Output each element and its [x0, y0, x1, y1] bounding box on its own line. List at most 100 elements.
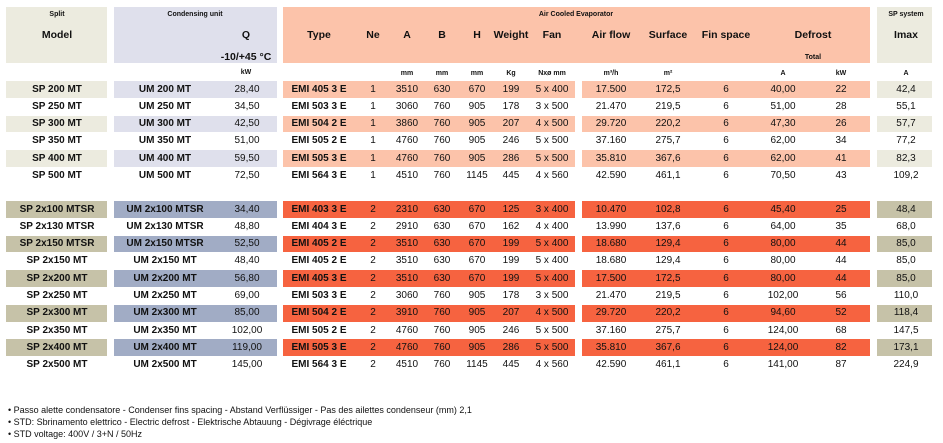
cell-defrost-kw: 41 [835, 152, 847, 164]
cell-model: SP 2x250 MT [26, 290, 88, 301]
split-group-label: Split [49, 11, 65, 18]
cell-fin-space: 6 [723, 203, 729, 215]
row-highlight [877, 270, 932, 287]
cell-defrost-kw: 52 [835, 307, 847, 319]
cell-type: EMI 503 3 E [291, 290, 347, 301]
cell-fin-space: 6 [723, 272, 729, 284]
cell-q: 34,40 [234, 203, 260, 215]
cell-defrost-kw: 28 [835, 100, 847, 112]
q-condition: -10/+45 °C [220, 51, 272, 63]
cell-weight: 199 [502, 255, 520, 267]
cell-b: 760 [433, 100, 451, 112]
cell-defrost-kw: 44 [835, 255, 847, 267]
cell-fan: 4 x 560 [535, 359, 569, 371]
cell-condensing-unit: UM 2x130 MTSR [126, 220, 204, 232]
ne-header: Ne [366, 29, 380, 41]
cell-type: EMI 405 3 E [291, 272, 347, 284]
cell-defrost-kw: 44 [835, 238, 847, 250]
cell-defrost-a: 80,00 [770, 272, 796, 284]
cell-defrost-a: 47,30 [770, 118, 796, 130]
row-highlight [6, 150, 107, 167]
cell-condensing-unit: UM 250 MT [138, 100, 192, 112]
fin-space-header: Fin space [701, 29, 751, 41]
row-highlight [114, 115, 277, 133]
cell-surface: 102,8 [655, 203, 681, 215]
cell-q: 34,50 [234, 100, 260, 112]
cell-surface: 275,7 [655, 324, 681, 336]
cell-weight: 445 [502, 170, 520, 181]
row-highlight [877, 81, 932, 98]
cell-weight: 246 [502, 135, 520, 147]
cell-defrost-a: 94,60 [770, 307, 796, 319]
row-highlight [114, 81, 277, 98]
cell-condensing-unit: UM 2x400 MT [133, 341, 197, 353]
cell-air-flow: 37.160 [595, 324, 627, 336]
cell-q: 85,00 [234, 307, 260, 319]
cell-defrost-kw: 35 [835, 220, 847, 232]
cell-imax: 147,5 [893, 324, 919, 336]
cell-a: 3860 [395, 118, 419, 130]
row-highlight [283, 304, 575, 322]
row-highlight [114, 304, 277, 322]
cell-model: SP 2x130 MTSR [19, 220, 95, 232]
cell-air-flow: 17.500 [595, 83, 627, 95]
cell-defrost-a: 124,00 [767, 324, 799, 336]
cell-b: 760 [433, 359, 451, 371]
cell-surface: 220,2 [655, 307, 681, 319]
cell-h: 670 [468, 220, 486, 232]
cell-fin-space: 6 [723, 238, 729, 250]
cell-defrost-kw: 44 [835, 272, 847, 284]
cell-model: SP 2x500 MT [26, 359, 88, 371]
cell-a: 2310 [395, 203, 419, 215]
row-highlight [283, 201, 575, 218]
cell-h: 1145 [466, 359, 488, 371]
cell-fin-space: 6 [723, 359, 729, 371]
cell-imax: 77,2 [896, 135, 916, 147]
cell-weight: 162 [502, 220, 520, 232]
cell-imax: 109,2 [893, 170, 919, 181]
cell-fin-space: 6 [723, 307, 729, 319]
cell-b: 630 [433, 238, 451, 250]
cell-type: EMI 505 2 E [291, 324, 347, 336]
row-highlight [582, 339, 870, 357]
cell-type: EMI 503 3 E [291, 100, 347, 112]
row-highlight [877, 150, 932, 167]
cell-fan: 5 x 500 [535, 341, 569, 353]
row-highlight [6, 270, 107, 287]
cell-b: 630 [433, 203, 451, 215]
cell-b: 760 [433, 118, 451, 130]
cell-weight: 199 [502, 272, 520, 284]
unit-imax: A [903, 70, 909, 77]
cell-a: 3060 [395, 290, 419, 301]
row-highlight [114, 339, 277, 357]
cell-type: EMI 564 3 E [291, 359, 347, 371]
cell-weight: 286 [502, 152, 520, 164]
cell-defrost-a: 124,00 [767, 341, 799, 353]
cell-fan: 3 x 500 [535, 100, 569, 112]
cell-type: EMI 505 3 E [291, 152, 347, 164]
condensing-header-bg [114, 7, 277, 63]
cell-b: 760 [433, 152, 451, 164]
cell-weight: 207 [502, 118, 520, 130]
cell-h: 670 [468, 255, 486, 267]
cell-fin-space: 6 [723, 83, 729, 95]
cell-ne: 2 [370, 272, 376, 284]
cell-weight: 246 [502, 324, 520, 336]
unit-fan: Nxø mm [538, 70, 566, 77]
cell-condensing-unit: UM 2x250 MT [133, 290, 197, 301]
cell-type: EMI 564 3 E [291, 170, 347, 181]
cell-surface: 461,1 [655, 359, 681, 371]
cell-ne: 1 [370, 170, 376, 181]
cell-b: 760 [433, 135, 451, 147]
row-highlight [114, 270, 277, 287]
cell-q: 42,50 [234, 118, 260, 130]
cell-fin-space: 6 [723, 118, 729, 130]
model-header: Model [41, 29, 73, 41]
cell-air-flow: 13.990 [595, 220, 627, 232]
footnote: • STD: Sbrinamento elettrico - Electric … [8, 417, 373, 427]
cell-a: 4510 [395, 359, 419, 371]
cell-type: EMI 405 2 E [291, 255, 347, 267]
cell-type: EMI 404 3 E [291, 220, 347, 232]
cell-ne: 2 [370, 203, 376, 215]
cell-type: EMI 405 3 E [291, 83, 347, 95]
